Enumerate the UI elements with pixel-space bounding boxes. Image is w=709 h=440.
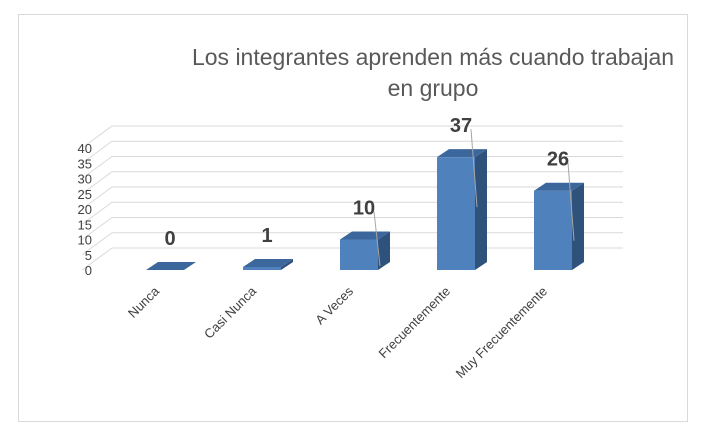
bar-top: [243, 258, 293, 267]
data-label: 37: [450, 115, 472, 137]
gridline: [81, 125, 623, 149]
gridline: [81, 140, 623, 164]
data-label: 10: [353, 198, 375, 220]
y-tick-label: 40: [78, 141, 92, 156]
y-tick-label: 0: [85, 263, 92, 278]
y-tick-label: 10: [78, 233, 92, 248]
x-tick-label: Muy Frecuentemente: [453, 284, 550, 381]
bar-side: [378, 231, 390, 270]
x-tick-label: Frecuentemente: [376, 284, 454, 362]
data-label: 1: [261, 225, 272, 247]
chart-title-line-1: Los integrantes aprenden más cuando trab…: [192, 44, 674, 70]
y-tick-label: 15: [78, 217, 92, 232]
bar-top: [340, 231, 390, 240]
bar: [437, 157, 475, 270]
bar-top: [437, 149, 487, 158]
chart-title: Los integrantes aprenden más cuando trab…: [192, 44, 674, 101]
bars: [146, 149, 584, 270]
bar-top: [146, 262, 196, 270]
data-label-leader: [567, 162, 575, 241]
y-tick-label: 30: [78, 172, 92, 187]
bar-side: [475, 149, 487, 270]
data-label-leader: [470, 129, 478, 208]
x-tick-label: Casi Nunca: [201, 283, 260, 342]
bar: [243, 266, 281, 270]
y-tick-label: 35: [78, 156, 92, 171]
bar-side: [572, 182, 584, 270]
gridline: [81, 156, 623, 179]
data-label: 26: [547, 149, 569, 171]
data-label: 0: [164, 228, 175, 250]
chart-title-line-2: en grupo: [388, 75, 479, 101]
data-labels: 0 1 10 37 26: [164, 115, 575, 267]
y-tick-label: 25: [78, 187, 92, 202]
y-tick-label: 5: [85, 248, 92, 263]
bar-side: [281, 258, 293, 270]
bar: [534, 190, 572, 270]
x-tick-label: A Veces: [312, 283, 356, 327]
x-axis-tick-labels: Nunca Casi Nunca A Veces Frecuentemente Muy …: [125, 283, 550, 381]
data-label-leader: [373, 211, 381, 267]
bar-top: [534, 182, 584, 191]
x-tick-label: Nunca: [125, 283, 163, 321]
y-tick-label: 20: [78, 202, 92, 217]
bar: [340, 239, 378, 270]
